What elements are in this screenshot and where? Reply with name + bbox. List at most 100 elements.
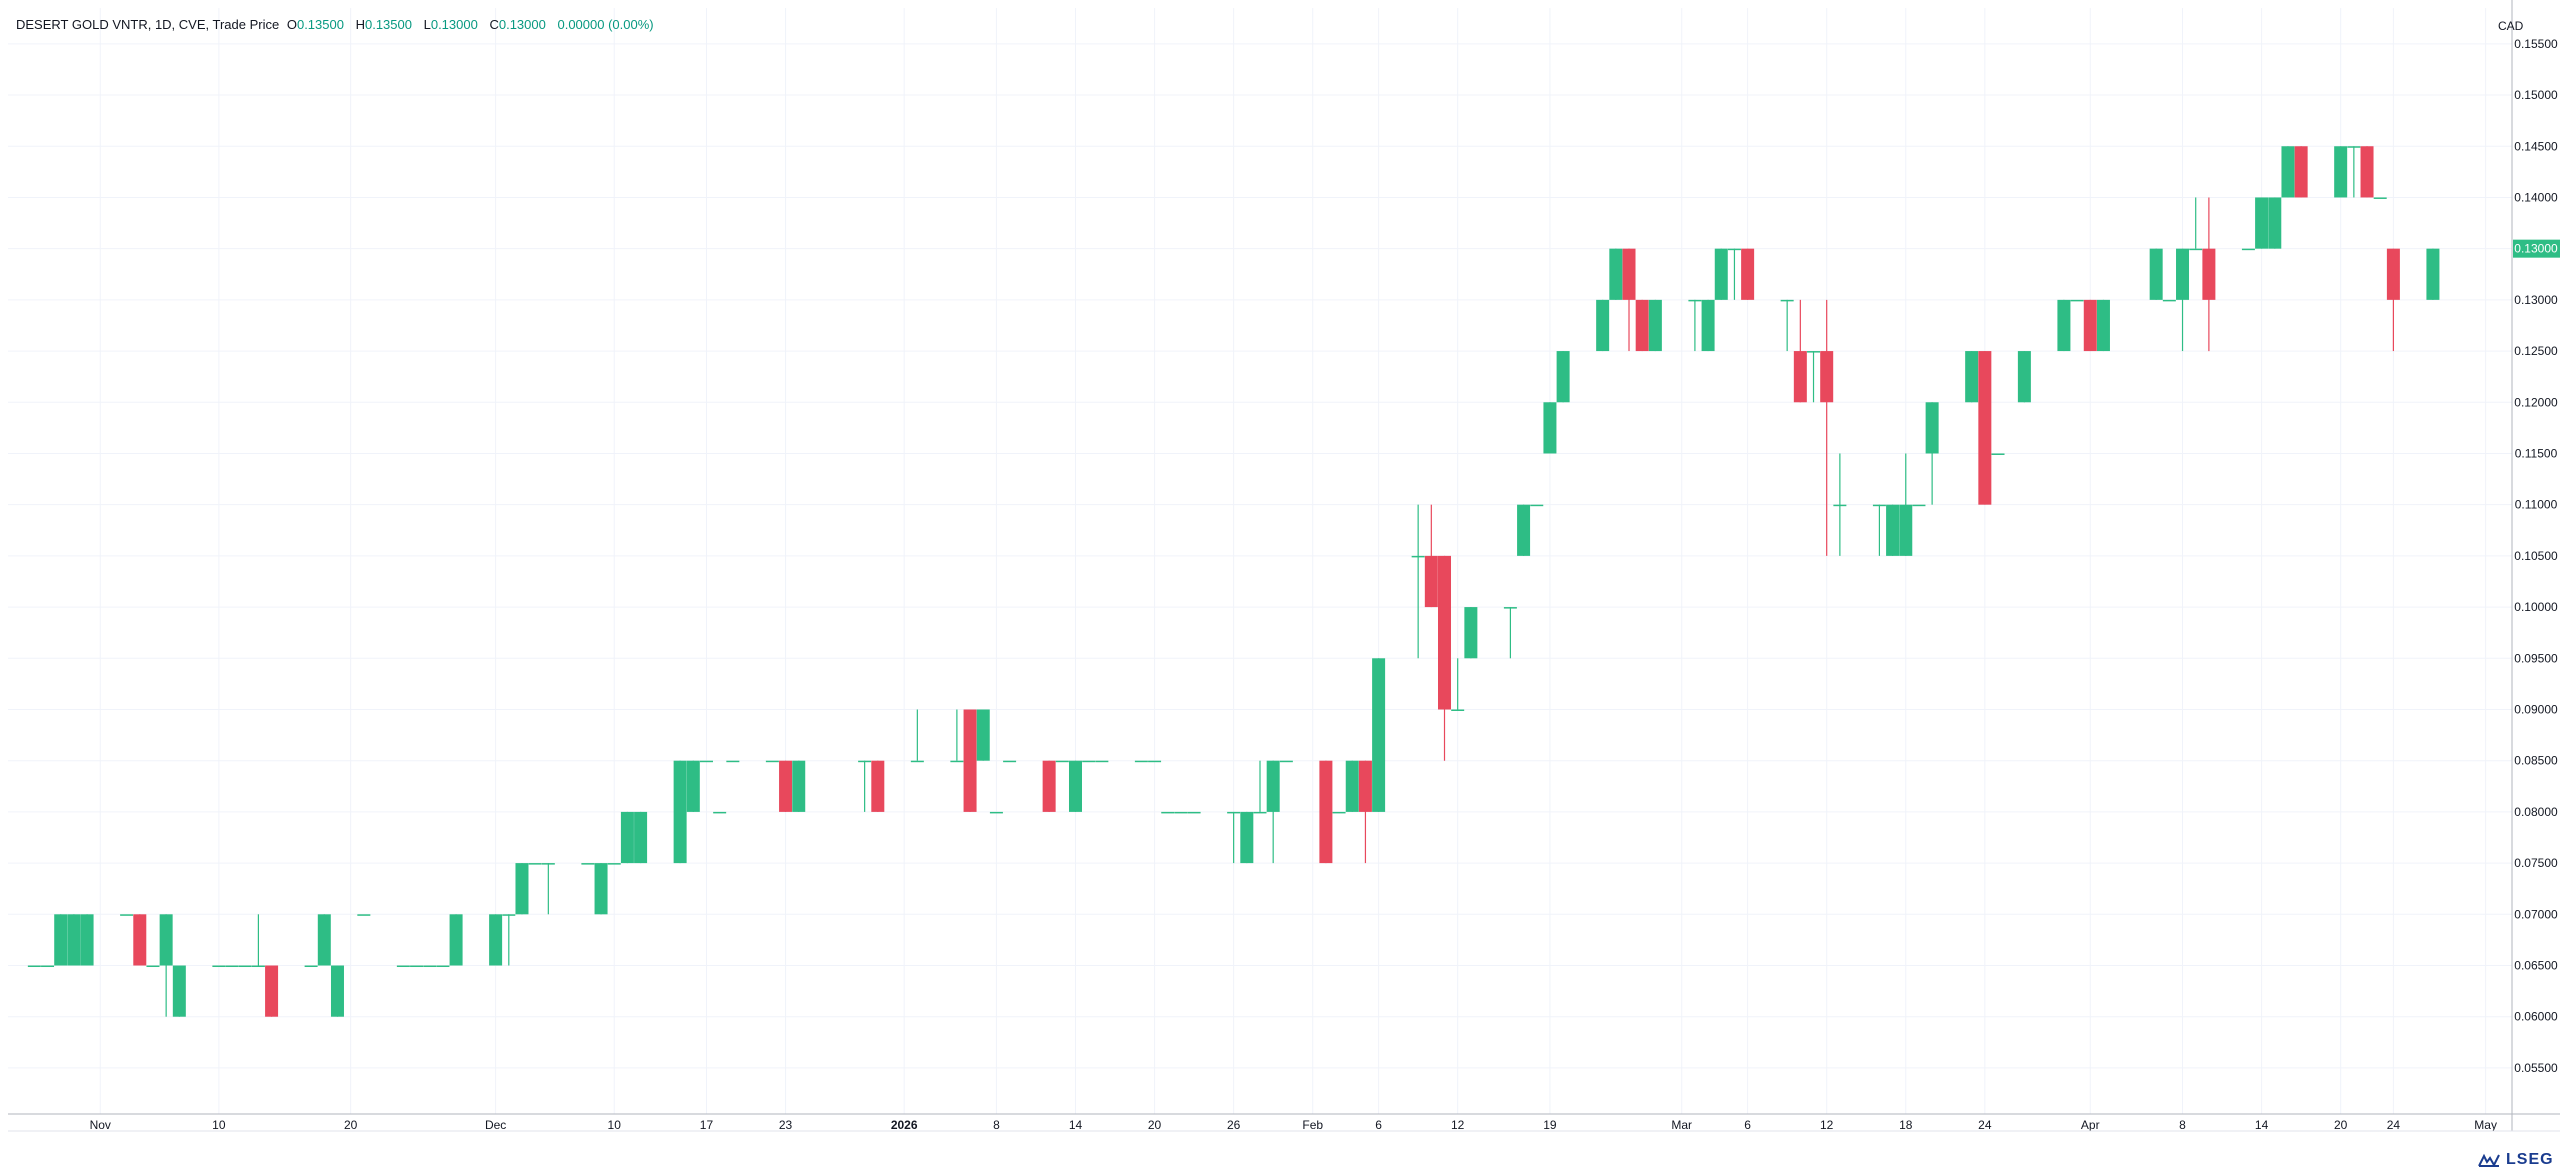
high-label: H bbox=[355, 17, 365, 32]
candle-body bbox=[2096, 299, 2110, 352]
candle-body bbox=[541, 863, 555, 865]
candle-body bbox=[1240, 811, 1254, 864]
x-tick-label: Dec bbox=[485, 1118, 506, 1132]
y-tick-label: 0.12000 bbox=[2514, 395, 2558, 409]
candle bbox=[2070, 299, 2084, 302]
open-value: 0.13500 bbox=[296, 17, 344, 32]
y-tick-label: 0.10500 bbox=[2514, 549, 2558, 563]
candle bbox=[396, 965, 410, 968]
candle-body bbox=[212, 965, 226, 968]
candle bbox=[1411, 504, 1425, 659]
y-tick-label: 0.14500 bbox=[2514, 139, 2558, 153]
x-tick-label: 8 bbox=[2179, 1118, 2186, 1132]
candle bbox=[858, 760, 872, 812]
candle-body bbox=[634, 811, 648, 864]
candle bbox=[779, 760, 793, 812]
candle bbox=[1688, 299, 1702, 352]
candle-body bbox=[2426, 248, 2440, 300]
candle-body bbox=[2202, 248, 2216, 300]
candle bbox=[2176, 248, 2190, 352]
candle bbox=[792, 760, 806, 812]
candle bbox=[634, 811, 648, 864]
high-value: 0.13500 bbox=[364, 17, 412, 32]
candle-body bbox=[1727, 248, 1741, 251]
candle bbox=[620, 811, 634, 864]
candle-body bbox=[238, 965, 252, 968]
candle-body bbox=[330, 965, 344, 1017]
candle-body bbox=[1872, 504, 1886, 507]
candle bbox=[541, 863, 555, 915]
candle bbox=[2162, 299, 2176, 302]
candle-body bbox=[2162, 299, 2176, 302]
y-tick-label: 0.15000 bbox=[2514, 88, 2558, 102]
y-tick-label: 0.15500 bbox=[2514, 37, 2558, 51]
candle bbox=[1807, 351, 1821, 403]
y-tick-label: 0.09000 bbox=[2514, 702, 2558, 716]
candle-body bbox=[1345, 760, 1359, 812]
candle-body bbox=[396, 965, 410, 968]
candle bbox=[1820, 299, 1834, 556]
candle bbox=[1872, 504, 1886, 556]
candle-body bbox=[1965, 351, 1979, 403]
candle-body bbox=[265, 965, 279, 1017]
candle-body bbox=[2347, 146, 2361, 148]
candle bbox=[1622, 248, 1636, 352]
candle-body bbox=[67, 914, 81, 966]
y-tick-label: 0.07000 bbox=[2514, 907, 2558, 921]
y-tick-label: 0.06000 bbox=[2514, 1010, 2558, 1024]
candle-body bbox=[2017, 351, 2031, 403]
x-tick-label: 19 bbox=[1543, 1118, 1557, 1132]
candle bbox=[1424, 504, 1438, 608]
candle-body bbox=[1701, 299, 1715, 352]
candle-body bbox=[2360, 146, 2374, 198]
candle bbox=[515, 863, 529, 915]
candle bbox=[2202, 197, 2216, 352]
candle bbox=[436, 965, 450, 968]
candle bbox=[2281, 146, 2295, 198]
candle-body bbox=[765, 760, 779, 763]
candle-body bbox=[449, 914, 463, 966]
candle bbox=[2386, 248, 2400, 352]
candle-body bbox=[792, 760, 806, 812]
candle bbox=[1372, 658, 1386, 812]
candle bbox=[2189, 197, 2203, 251]
candle bbox=[2334, 146, 2348, 198]
candle-body bbox=[1174, 811, 1188, 814]
change-value: 0.00000 (0.00%) bbox=[557, 17, 654, 32]
candle-body bbox=[2386, 248, 2400, 300]
candle-body bbox=[1793, 351, 1807, 403]
candle-body bbox=[2255, 197, 2269, 249]
x-tick-label: Feb bbox=[1302, 1118, 1323, 1132]
candle-body bbox=[1899, 504, 1913, 556]
candle-body bbox=[2083, 299, 2097, 352]
candles bbox=[27, 146, 2440, 1017]
candle bbox=[449, 914, 463, 966]
y-tick-label: 0.09500 bbox=[2514, 651, 2558, 665]
candle-body bbox=[989, 811, 1003, 814]
candle-body bbox=[1279, 760, 1293, 763]
x-tick-label: Apr bbox=[2081, 1118, 2100, 1132]
open-label: O bbox=[286, 17, 297, 32]
candle-body bbox=[2268, 197, 2282, 249]
x-tick-label: May bbox=[2474, 1118, 2497, 1132]
candle bbox=[950, 709, 964, 763]
candle-body bbox=[1912, 504, 1926, 507]
candle bbox=[1095, 760, 1109, 763]
candle bbox=[1912, 504, 1926, 507]
candle-body bbox=[594, 863, 608, 915]
candle bbox=[1833, 453, 1847, 556]
candle-body bbox=[1095, 760, 1109, 763]
symbol-legend: DESERT GOLD VNTR, 1D, CVE, Trade Price O… bbox=[16, 17, 662, 32]
candle bbox=[251, 914, 265, 968]
candle bbox=[1727, 248, 1741, 300]
candle bbox=[1609, 248, 1623, 300]
candle bbox=[120, 914, 134, 916]
candle bbox=[146, 965, 160, 968]
candle-body bbox=[1003, 760, 1017, 763]
lseg-logo-icon bbox=[2478, 1153, 2500, 1167]
candle-body bbox=[2281, 146, 2295, 198]
candle bbox=[1148, 760, 1162, 763]
y-tick-label: 0.08500 bbox=[2514, 754, 2558, 768]
